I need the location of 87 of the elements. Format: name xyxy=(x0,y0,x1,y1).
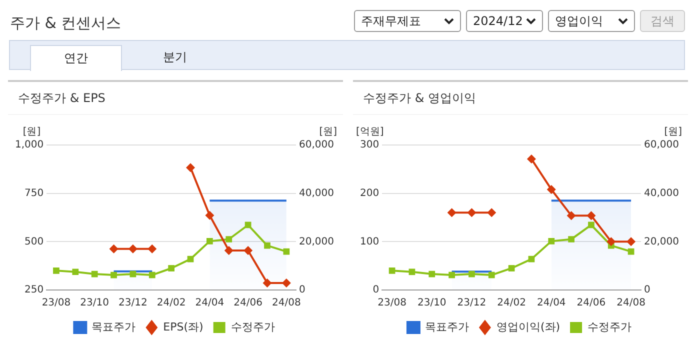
point xyxy=(186,163,195,172)
text: 분기 xyxy=(162,49,188,66)
legend-label: 영업이익(좌) xyxy=(496,320,560,334)
point xyxy=(626,237,636,246)
point xyxy=(72,268,79,276)
point xyxy=(448,272,455,278)
point xyxy=(586,211,596,220)
x-tick-label: 23/08 xyxy=(42,298,71,309)
x-tick-label: 24/08 xyxy=(616,298,646,309)
y2-tick-label: 0 xyxy=(299,284,306,296)
y2-tick-label: 40,000 xyxy=(644,188,680,199)
y2-tick-label: 20,000 xyxy=(299,236,334,248)
point xyxy=(388,267,396,274)
point xyxy=(628,248,634,255)
text: 연간 xyxy=(30,45,122,71)
y-axis-title: [억원] xyxy=(356,126,384,138)
point xyxy=(447,208,456,218)
x-tick-label: 24/02 xyxy=(156,298,186,309)
point xyxy=(546,184,556,194)
y-tick-label: 250 xyxy=(24,284,44,296)
chart-title: 수정주가 & EPS xyxy=(8,82,343,115)
y-axis-title: [원] xyxy=(22,126,41,138)
text: 2024/12 xyxy=(473,14,523,28)
y2-tick-label: 20,000 xyxy=(644,236,680,248)
legend-label: 수정주가 xyxy=(588,320,632,334)
chart-title: 수정주가 & 영업이익 xyxy=(353,82,688,115)
point xyxy=(262,278,272,288)
x-tick-label: 24/06 xyxy=(576,298,606,309)
point xyxy=(226,236,232,242)
x-tick-label: 23/12 xyxy=(118,298,148,309)
legend-label: 목표주가 xyxy=(92,320,136,334)
y2-tick-label: 40,000 xyxy=(299,188,334,199)
y-tick-label: 200 xyxy=(360,188,380,199)
x-tick-label: 24/04 xyxy=(536,298,566,309)
x-tick-label: 24/02 xyxy=(497,298,526,309)
x-tick-label: 24/06 xyxy=(234,298,262,309)
point xyxy=(468,270,475,278)
point xyxy=(488,272,495,278)
y-tick-label: 500 xyxy=(24,236,44,248)
y2-tick-label: 60,000 xyxy=(299,140,334,151)
point xyxy=(566,211,576,220)
point xyxy=(244,246,253,256)
text: 주가 & 컨센서스 xyxy=(10,14,122,33)
y-tick-label: 0 xyxy=(372,284,380,296)
point xyxy=(428,270,436,278)
text: 주재무제표 xyxy=(361,12,421,30)
point xyxy=(548,238,555,244)
text: 영업이익 xyxy=(555,12,603,30)
x-tick-label: 24/08 xyxy=(272,298,301,309)
point xyxy=(110,272,117,278)
point xyxy=(606,237,616,246)
point xyxy=(148,272,156,278)
text: 검색 xyxy=(640,10,685,32)
y-tick-label: 750 xyxy=(24,188,44,199)
point xyxy=(206,238,213,244)
point xyxy=(264,242,270,249)
point xyxy=(148,244,157,254)
legend-label: EPS(좌) xyxy=(163,320,204,334)
y-tick-label: 100 xyxy=(360,236,380,248)
y-tick-label: 1,000 xyxy=(14,140,44,151)
point xyxy=(568,236,574,242)
point xyxy=(467,208,476,218)
point xyxy=(487,208,496,218)
point xyxy=(91,270,98,278)
legend-label: 목표주가 xyxy=(424,320,469,334)
point xyxy=(53,267,60,274)
point xyxy=(508,265,515,272)
point xyxy=(109,244,118,254)
y-tick-label: 300 xyxy=(360,140,380,151)
y2-tick-label: 60,000 xyxy=(644,140,680,151)
point xyxy=(526,154,536,164)
legend-label: 수정주가 xyxy=(230,320,275,334)
x-tick-label: 23/12 xyxy=(457,298,486,309)
point xyxy=(408,268,416,276)
x-tick-label: 23/10 xyxy=(417,298,446,309)
point xyxy=(128,244,138,254)
x-tick-label: 23/10 xyxy=(80,298,109,309)
point xyxy=(283,248,290,255)
y2-axis-title: [원] xyxy=(664,126,682,138)
x-tick-label: 23/08 xyxy=(378,298,406,309)
y2-tick-label: 0 xyxy=(644,284,650,296)
point xyxy=(588,222,594,228)
point xyxy=(205,210,214,220)
y2-axis-title: [원] xyxy=(319,126,338,138)
point xyxy=(168,265,174,272)
point xyxy=(224,246,234,256)
x-tick-label: 24/04 xyxy=(195,298,224,309)
